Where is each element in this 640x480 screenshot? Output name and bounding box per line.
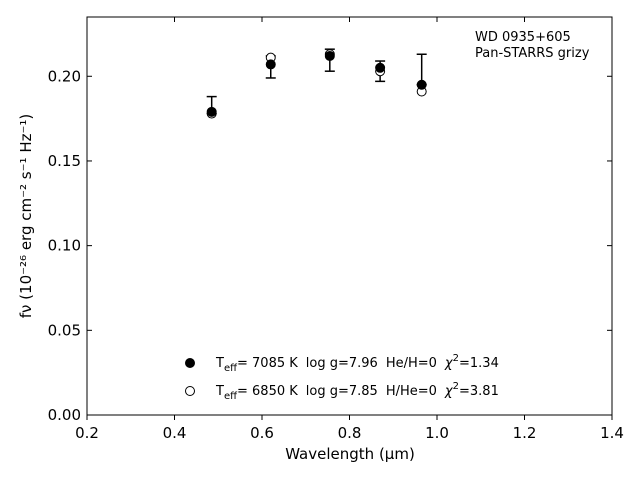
model-point-filled: [324, 50, 335, 61]
y-tick-label: 0.10: [48, 237, 81, 255]
y-axis-title-group: fν (10⁻²⁶ erg cm⁻² s⁻¹ Hz⁻¹): [17, 114, 35, 319]
legend-filled-marker: [185, 358, 195, 368]
x-axis-title: Wavelength (μm): [285, 445, 415, 463]
annotation-line-1: WD 0935+605: [475, 30, 571, 45]
y-tick-label: 0.20: [48, 67, 81, 85]
x-tick-label: 1.0: [425, 424, 449, 442]
error-bars: [206, 48, 427, 115]
model-point-filled: [265, 59, 276, 70]
x-tick-label: 1.4: [600, 424, 624, 442]
legend-open-marker: [185, 386, 195, 396]
y-tick-label: 0.00: [48, 406, 81, 424]
model-point-filled: [416, 79, 427, 90]
x-tick-label: 1.2: [513, 424, 537, 442]
model-point-filled: [375, 62, 386, 73]
y-axis-ticks: 0.00 0.05 0.10 0.15 0.20: [48, 67, 612, 424]
x-tick-label: 0.6: [250, 424, 274, 442]
x-tick-label: 0.2: [75, 424, 99, 442]
y-tick-label: 0.15: [48, 152, 81, 170]
x-tick-label: 0.4: [163, 424, 187, 442]
y-axis-title: fν (10⁻²⁶ erg cm⁻² s⁻¹ Hz⁻¹): [17, 114, 35, 319]
x-axis-ticks: 0.2 0.4 0.6 0.8 1.0 1.2 1.4: [75, 17, 624, 442]
model-point-filled: [206, 106, 217, 117]
y-tick-label: 0.05: [48, 321, 81, 339]
data-markers: [206, 49, 427, 119]
x-tick-label: 0.8: [338, 424, 362, 442]
annotation-line-2: Pan-STARRS grizy: [475, 46, 590, 61]
